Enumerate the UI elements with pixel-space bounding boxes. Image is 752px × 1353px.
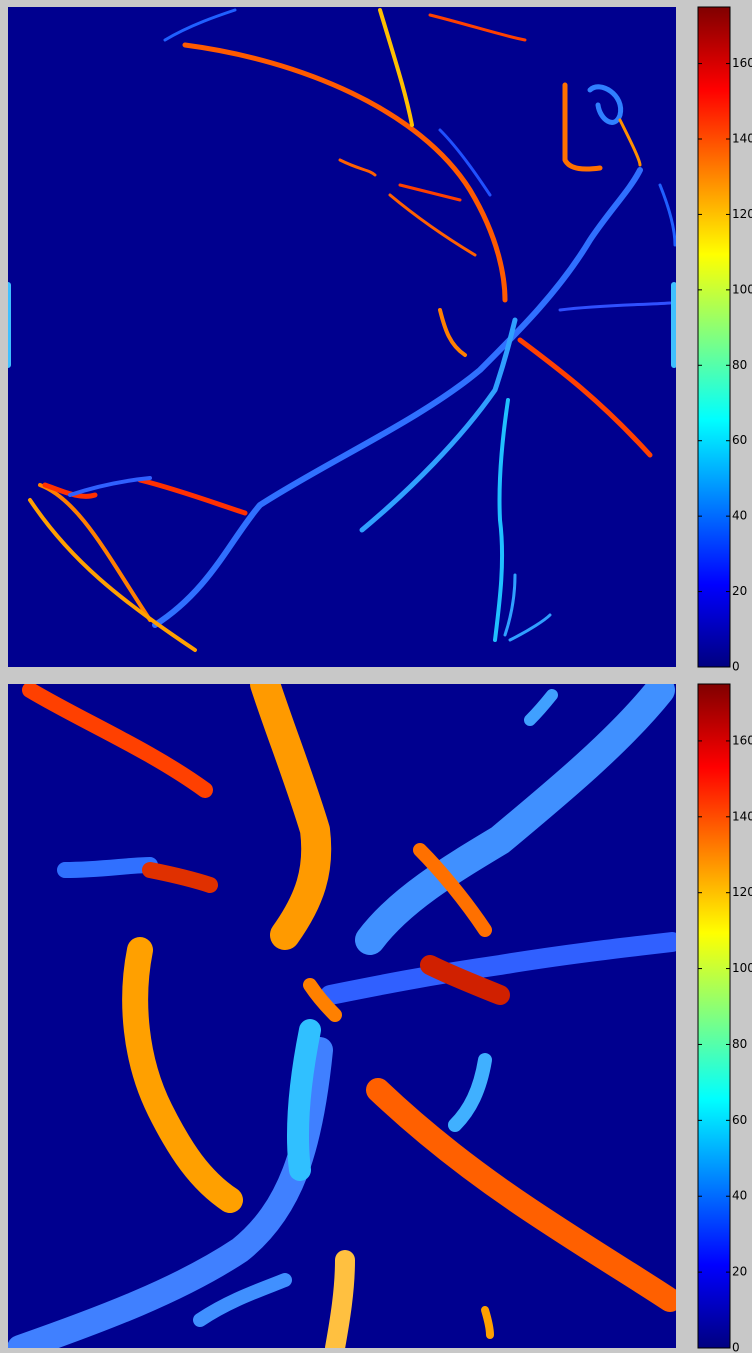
vessel xyxy=(448,1053,492,1132)
colorbar-tick-label: 60 xyxy=(732,1113,747,1127)
vessel xyxy=(398,183,462,202)
vessel xyxy=(503,573,552,642)
vessel xyxy=(428,13,527,42)
colorbar-tick-label: 40 xyxy=(732,509,747,523)
vessel xyxy=(524,689,558,726)
vessel xyxy=(152,167,643,628)
vessel xyxy=(320,932,676,1005)
colorbar-tick-label: 0 xyxy=(732,1341,740,1353)
colorbar-tick-label: 80 xyxy=(732,358,747,372)
colorbar-tick-label: 0 xyxy=(732,660,740,674)
vessel xyxy=(193,1273,292,1327)
vessel xyxy=(420,955,510,1005)
vessel xyxy=(22,684,213,798)
vessel xyxy=(182,42,508,303)
vessel xyxy=(250,684,332,950)
colorbar-tick-label: 160 xyxy=(732,733,752,747)
colorbar-tick-label: 140 xyxy=(732,809,752,823)
vessel xyxy=(481,1306,494,1339)
vessel xyxy=(618,118,642,167)
vessel xyxy=(413,843,492,937)
vessel xyxy=(438,128,492,197)
vessel xyxy=(122,937,243,1213)
colorbar-tick-label: 140 xyxy=(732,132,752,146)
vessel xyxy=(562,82,603,172)
vessel xyxy=(68,476,152,497)
vessel xyxy=(493,398,510,642)
colorbar-tick-label: 120 xyxy=(732,207,752,221)
colorbar-tick-label: 40 xyxy=(732,1189,747,1203)
vessel xyxy=(378,8,414,127)
colorbar-tick-label: 80 xyxy=(732,1037,747,1051)
vessel xyxy=(338,158,477,257)
colorbar-tick-label: 20 xyxy=(732,584,747,598)
vessel xyxy=(658,183,676,247)
vessel xyxy=(287,1019,321,1181)
colorbar xyxy=(697,6,731,668)
vessel xyxy=(28,498,197,652)
vessel xyxy=(38,483,152,622)
colorbar xyxy=(697,683,731,1349)
vessel xyxy=(325,1250,355,1348)
image-background xyxy=(8,7,676,667)
colorbar-tick-label: 160 xyxy=(732,56,752,70)
colorbar-tick-label: 100 xyxy=(732,961,752,975)
vessel xyxy=(587,84,624,125)
vessel xyxy=(517,337,653,458)
vessel xyxy=(142,862,218,893)
vessel xyxy=(163,8,237,42)
vessel xyxy=(355,684,675,955)
vessel-image xyxy=(8,684,676,1348)
colorbar-tick-label: 20 xyxy=(732,1265,747,1279)
vessel xyxy=(558,301,672,312)
vessel xyxy=(366,1078,676,1312)
vessel xyxy=(8,282,676,368)
colorbar-tick-label: 120 xyxy=(732,885,752,899)
colorbar-tick-label: 60 xyxy=(732,433,747,447)
vessel-image xyxy=(8,7,676,667)
vessel xyxy=(359,317,518,533)
vessel xyxy=(438,308,467,357)
colorbar-tick-label: 100 xyxy=(732,282,752,296)
vessel xyxy=(303,978,342,1022)
vessel xyxy=(57,857,158,878)
